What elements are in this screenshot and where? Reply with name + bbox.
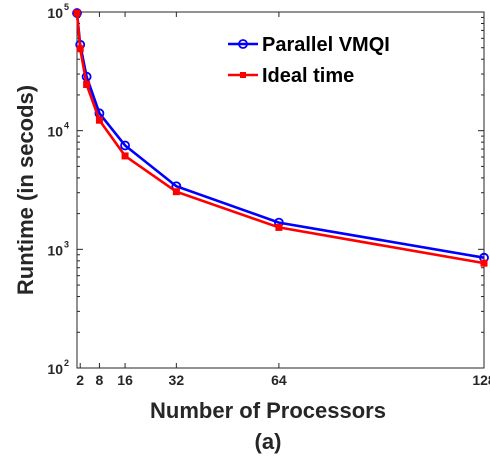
x-tick-label: 128 (472, 372, 490, 388)
y-tick-exponent: 4 (64, 121, 69, 131)
figure-caption: (a) (255, 429, 282, 454)
y-tick-label: 10 (47, 124, 63, 140)
series-layer (72, 8, 489, 267)
x-tick-label: 64 (271, 372, 287, 388)
legend: Parallel VMQI Ideal time (228, 34, 390, 87)
data-point-parallel-vmqi (120, 140, 130, 151)
axes: 28163264128102103104105 (47, 2, 490, 388)
data-point-ideal-time (95, 116, 103, 124)
x-tick-label: 16 (117, 372, 133, 388)
legend-label-parallel-vmqi: Parallel VMQI (262, 34, 390, 56)
x-tick-label: 32 (169, 372, 185, 388)
y-axis-title: Runtime (in secods) (13, 85, 38, 295)
plot-area (77, 12, 484, 368)
legend-marker-ideal-time (240, 72, 246, 78)
y-tick-exponent: 2 (64, 358, 69, 368)
x-tick-label: 2 (76, 372, 84, 388)
data-point-ideal-time (121, 152, 129, 160)
x-axis-title: Number of Processors (150, 398, 386, 423)
legend-marker-parallel-vmqi (238, 39, 248, 49)
axis-box (76, 11, 485, 369)
legend-label-ideal-time: Ideal time (262, 65, 354, 87)
y-tick-exponent: 3 (64, 239, 69, 249)
data-point-ideal-time (275, 223, 283, 231)
y-tick-label: 10 (47, 242, 63, 258)
data-point-ideal-time (76, 45, 84, 53)
data-point-ideal-time (73, 9, 81, 17)
series-line-ideal-time (75, 12, 485, 265)
y-tick-exponent: 5 (64, 2, 69, 12)
data-point-ideal-time (480, 259, 488, 267)
y-tick-label: 10 (47, 5, 63, 21)
y-tick-label: 10 (47, 361, 63, 377)
data-point-ideal-time (172, 188, 180, 196)
x-tick-label: 8 (96, 372, 104, 388)
data-point-ideal-time (83, 80, 91, 88)
